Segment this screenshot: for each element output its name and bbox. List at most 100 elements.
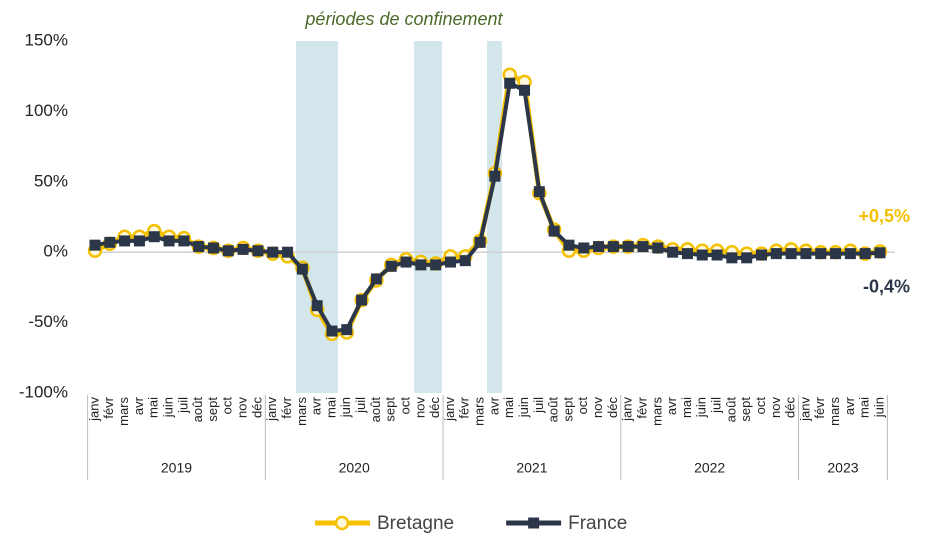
x-tick-label: janv (86, 397, 101, 422)
point (385, 260, 397, 272)
point (607, 241, 619, 253)
x-tick-label: déc (605, 397, 620, 418)
x-tick-label: août (368, 397, 383, 423)
y-tick-label: -100% (19, 382, 68, 401)
point (815, 248, 827, 260)
x-tick-label: juin (516, 397, 531, 418)
legend-label: Bretagne (377, 513, 454, 534)
point (519, 84, 531, 96)
x-tick-label: sept (560, 397, 575, 422)
x-tick-label: juin (871, 397, 886, 418)
point (207, 242, 219, 254)
point (844, 248, 856, 260)
legend-label: France (568, 513, 627, 534)
x-tick-label: juil (531, 397, 546, 414)
legend-item: France (506, 513, 627, 534)
point (370, 273, 382, 285)
point (415, 259, 427, 271)
x-tick-label: janv (264, 397, 279, 422)
x-tick-label: avr (486, 396, 501, 415)
x-tick-label: mars (472, 397, 487, 426)
point (859, 248, 871, 260)
x-tick-label: janv (797, 397, 812, 422)
x-tick-label: juil (175, 397, 190, 414)
point (296, 263, 308, 275)
x-tick-label: déc (427, 397, 442, 418)
value-label: -0,4% (863, 277, 910, 297)
x-tick-label: sept (383, 397, 398, 422)
x-tick-label: oct (397, 397, 412, 415)
x-tick-label: janv (620, 397, 635, 422)
point (696, 249, 708, 261)
x-tick-label: juin (694, 397, 709, 418)
x-tick-label: avr (842, 396, 857, 415)
x-tick-label: oct (575, 397, 590, 415)
point (667, 246, 679, 258)
point (770, 248, 782, 260)
point (252, 245, 264, 257)
y-tick-label: 0% (43, 242, 68, 261)
point (282, 246, 294, 258)
point (548, 225, 560, 237)
value-label: +0,5% (858, 206, 910, 226)
x-tick-label: mars (649, 397, 664, 426)
point (563, 239, 575, 251)
point (726, 252, 738, 264)
x-group-label: 2023 (827, 460, 858, 476)
x-tick-label: déc (249, 397, 264, 418)
x-group-label: 2021 (516, 460, 547, 476)
x-tick-label: juil (709, 397, 724, 414)
x-tick-label: déc (783, 397, 798, 418)
point (504, 77, 516, 89)
x-tick-label: oct (753, 397, 768, 415)
point (237, 243, 249, 255)
point (222, 245, 234, 257)
x-tick-label: nov (768, 397, 783, 418)
x-tick-label: mai (323, 397, 338, 418)
point (89, 239, 101, 251)
x-tick-label: nov (590, 397, 605, 418)
point (637, 241, 649, 253)
legend-marker (334, 515, 350, 531)
point (163, 235, 175, 247)
point (741, 252, 753, 264)
point (356, 294, 368, 306)
x-tick-label: avr (131, 396, 146, 415)
point (652, 242, 664, 254)
x-tick-label: janv (442, 397, 457, 422)
x-tick-label: févr (457, 396, 472, 418)
x-tick-label: févr (634, 396, 649, 418)
x-group-label: 2022 (694, 460, 725, 476)
point (711, 249, 723, 261)
x-tick-label: nov (412, 397, 427, 418)
x-tick-label: mars (827, 397, 842, 426)
y-tick-label: 100% (25, 101, 68, 120)
point (756, 249, 768, 261)
point (489, 170, 501, 182)
x-group-label: 2020 (339, 460, 370, 476)
x-tick-label: juil (353, 397, 368, 414)
point (326, 325, 338, 337)
y-tick-label: -50% (28, 312, 68, 331)
point (474, 236, 486, 248)
point (400, 256, 412, 268)
point (267, 246, 279, 258)
lockdown-shading (296, 41, 502, 393)
point (444, 256, 456, 268)
x-tick-label: oct (220, 397, 235, 415)
x-tick-label: mars (294, 397, 309, 426)
point (800, 248, 812, 260)
legend-item: Bretagne (315, 513, 454, 534)
x-tick-label: juin (338, 397, 353, 418)
x-tick-label: mai (679, 397, 694, 418)
annotation: périodes de confinement (304, 9, 503, 29)
point (119, 235, 131, 247)
point (533, 186, 545, 198)
point (830, 248, 842, 260)
lockdown-band (414, 41, 442, 393)
point (785, 248, 797, 260)
point (459, 255, 471, 267)
point (104, 236, 116, 248)
x-group-label: 2019 (161, 460, 192, 476)
